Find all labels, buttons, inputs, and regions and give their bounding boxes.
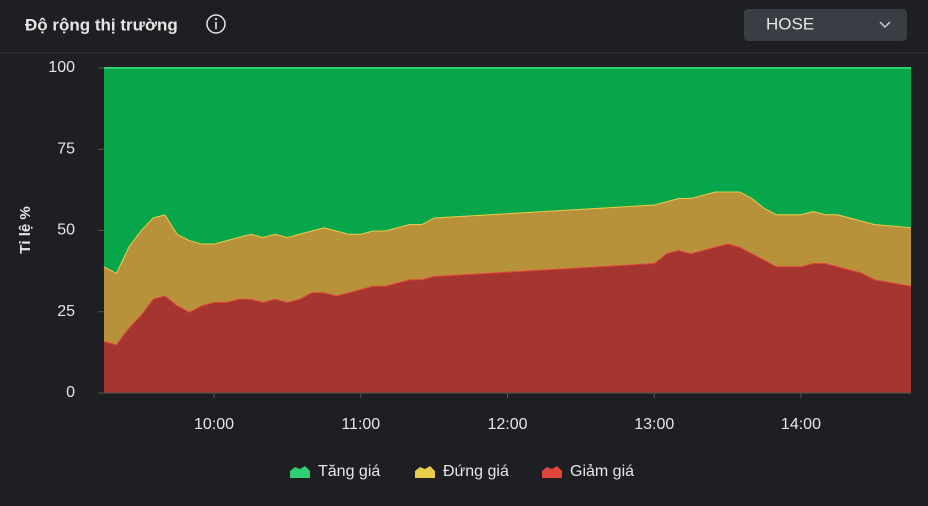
legend-item[interactable]: Giảm giá: [542, 463, 634, 480]
area-fill: [104, 243, 911, 393]
y-tick-label: 100: [48, 59, 75, 76]
legend-icon: [290, 466, 310, 478]
legend-label: Giảm giá: [570, 463, 634, 480]
plot: 0 25 50 75 100 10:00 11:00 12:00 13:00 14:00: [48, 59, 912, 433]
widget-title: Độ rộng thị trường: [25, 15, 178, 34]
x-tick-label: 12:00: [487, 416, 527, 433]
legend-label: Đứng giá: [443, 463, 509, 480]
selector-value: HOSE: [766, 14, 814, 33]
x-tick-label: 10:00: [194, 416, 234, 433]
legend-icon: [415, 466, 435, 478]
x-tick-label: 13:00: [634, 416, 674, 433]
legend-label: Tăng giá: [318, 463, 380, 480]
y-tick-label: 75: [57, 140, 75, 157]
y-tick-label: 50: [57, 222, 75, 239]
y-tick-label: 0: [66, 384, 75, 401]
legend-icon: [542, 466, 562, 478]
exchange-selector[interactable]: HOSE: [744, 9, 907, 41]
y-tick-label: 25: [57, 303, 75, 320]
legend-item[interactable]: Đứng giá: [415, 463, 509, 480]
area-fill: [104, 191, 911, 345]
info-icon[interactable]: [206, 14, 226, 34]
y-axis-label: Tỉ lệ %: [17, 206, 34, 254]
legend-item[interactable]: Tăng giá: [290, 463, 380, 480]
area-fill: [104, 68, 911, 273]
x-tick-label: 14:00: [781, 416, 821, 433]
x-tick-label: 11:00: [341, 416, 380, 433]
